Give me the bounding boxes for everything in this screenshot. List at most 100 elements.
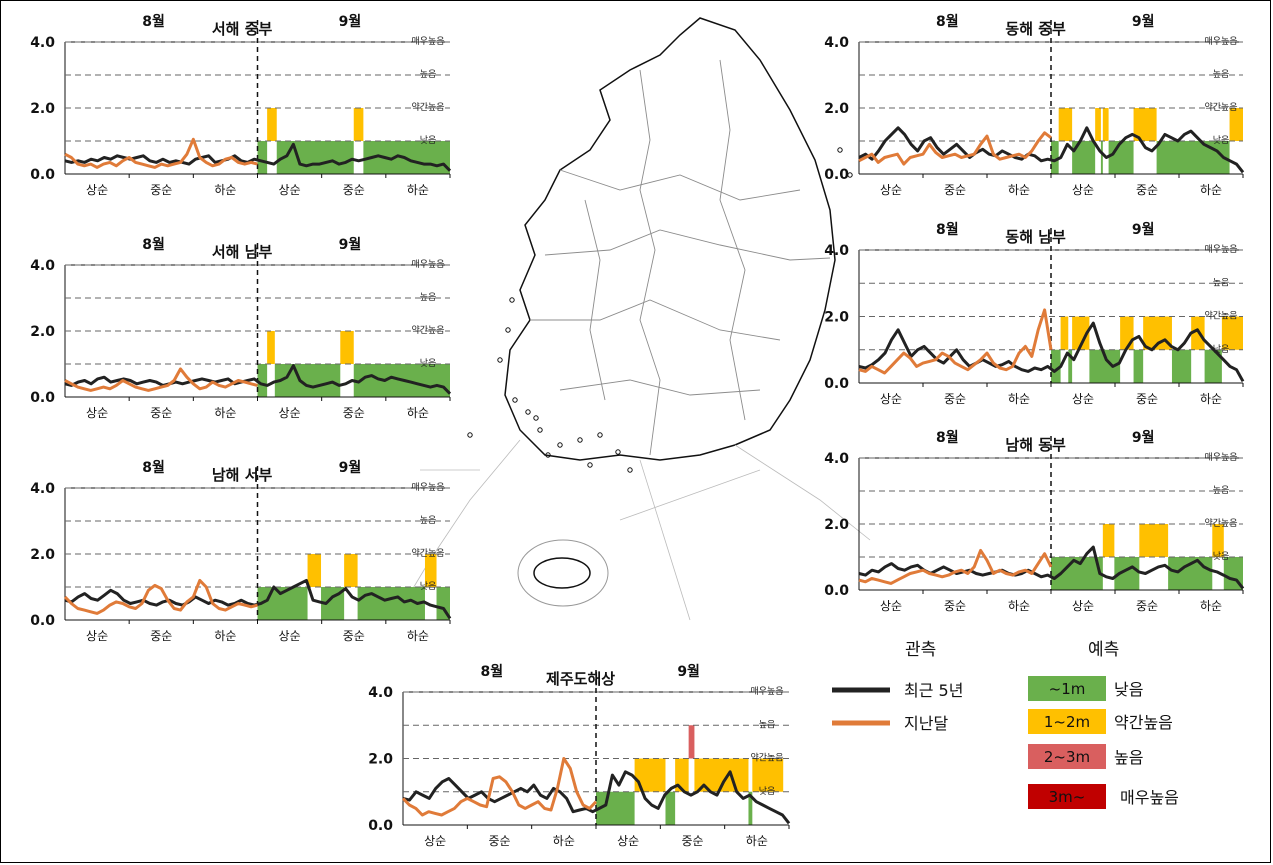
legend-lastmonth-label: 지난달	[904, 714, 948, 733]
legend-recent5y-label: 최근 5년	[904, 681, 963, 700]
period-label: 상순	[880, 183, 902, 197]
legend-very-high-swatch	[1028, 784, 1106, 809]
forecast-bar-high	[688, 725, 695, 759]
period-label: 상순	[1072, 392, 1094, 406]
chart-title: 동해 남부	[1005, 228, 1066, 246]
y-tick-label: 4.0	[824, 35, 849, 51]
period-label: 중순	[944, 392, 966, 406]
forecast-bar-low	[665, 791, 676, 825]
y-tick-label: 0.0	[30, 167, 55, 183]
month-label: 9월	[339, 236, 362, 253]
period-label: 하순	[746, 834, 768, 848]
period-label: 하순	[1008, 183, 1030, 197]
legend-high-box-text: 2~3m	[1044, 748, 1090, 766]
period-label: 중순	[944, 599, 966, 613]
island	[615, 449, 621, 455]
forecast-bar-low	[1133, 349, 1144, 383]
forecast-bar-slightly_high	[1133, 108, 1157, 141]
forecast-bar-slightly_high	[1102, 524, 1115, 557]
level-label: 높음	[1213, 69, 1230, 80]
island	[587, 462, 593, 468]
period-label: 상순	[279, 406, 301, 420]
province-border	[559, 379, 761, 396]
level-label: 약간높음	[411, 324, 444, 336]
period-label: 하순	[553, 834, 575, 848]
month-label: 9월	[677, 663, 700, 680]
chart-title: 서해 중부	[212, 20, 273, 38]
island	[545, 452, 551, 458]
forecast-bar-low	[1204, 349, 1222, 383]
island	[525, 409, 531, 415]
level-label: 매우높음	[411, 36, 444, 47]
forecast-bar-slightly_high	[1102, 108, 1109, 141]
forecast-bar-slightly_high	[675, 758, 689, 792]
period-label: 중순	[343, 629, 365, 643]
y-tick-label: 2.0	[824, 517, 849, 533]
period-label: 상순	[279, 629, 301, 643]
forecast-bar-slightly_high	[424, 554, 437, 587]
legend-low-swatch	[1028, 676, 1106, 701]
legend-high-swatch	[1028, 744, 1106, 769]
month-label: 9월	[1132, 221, 1155, 238]
y-tick-label: 4.0	[824, 243, 849, 259]
chart-title: 제주도해상	[546, 670, 615, 688]
level-label: 낮음	[1213, 551, 1230, 562]
island	[467, 432, 473, 438]
forecast-bar-slightly_high	[1221, 316, 1243, 350]
island	[837, 147, 843, 153]
forecast-bar-low	[357, 587, 425, 620]
level-label: 매우높음	[750, 686, 783, 697]
province-border	[584, 199, 606, 401]
y-tick-label: 2.0	[824, 101, 849, 117]
forecast-bar-low	[1068, 349, 1073, 383]
legend-observed-title: 관측	[905, 640, 936, 660]
period-label: 하순	[407, 406, 429, 420]
legend-very-high-label: 매우높음	[1120, 788, 1179, 807]
period-label: 중순	[488, 834, 510, 848]
legend-very-high-box-text: 3m~	[1049, 788, 1086, 806]
series-lastmonth	[63, 578, 258, 615]
forecast-bar-low	[1108, 141, 1134, 174]
month-label: 8월	[142, 236, 165, 253]
period-label: 상순	[1072, 599, 1094, 613]
period-label: 하순	[1200, 183, 1222, 197]
forecast-bar-low	[1168, 557, 1213, 590]
forecast-bar-slightly_high	[353, 108, 364, 141]
y-tick-label: 0.0	[368, 818, 393, 834]
period-label: 하순	[1200, 392, 1222, 406]
level-label: 높음	[420, 292, 437, 303]
chart-title: 남해 동부	[1005, 436, 1066, 454]
forecast-bar-low	[1156, 141, 1230, 174]
level-label: 매우높음	[411, 259, 444, 270]
legend-low-label: 낮음	[1114, 680, 1143, 699]
korea-coastline	[504, 17, 836, 461]
period-label: 중순	[343, 183, 365, 197]
y-tick-label: 2.0	[30, 324, 55, 340]
level-label: 약간높음	[411, 101, 444, 113]
month-label: 8월	[936, 429, 959, 446]
period-label: 중순	[150, 629, 172, 643]
korea-map	[399, 17, 871, 621]
period-label: 상순	[279, 183, 301, 197]
forecast-bar-slightly_high	[267, 331, 275, 364]
island	[577, 437, 583, 443]
y-tick-label: 2.0	[368, 752, 393, 768]
series-lastmonth	[858, 308, 1053, 375]
island	[505, 327, 511, 333]
series-recent5y	[858, 126, 1245, 174]
sea-zone-border	[734, 444, 871, 541]
period-label: 하순	[214, 629, 236, 643]
level-label: 낮음	[1213, 135, 1230, 146]
legend-slightly-high-swatch	[1028, 709, 1106, 734]
legend-slightly-high-label: 약간높음	[1114, 713, 1173, 732]
forecast-bar-slightly_high	[1072, 316, 1090, 350]
forecast-bar-low	[257, 364, 268, 397]
month-label: 9월	[1132, 13, 1155, 30]
level-label: 매우높음	[411, 482, 444, 493]
level-label: 높음	[1213, 485, 1230, 496]
legend-low-box-text: ~1m	[1049, 680, 1086, 698]
period-label: 하순	[407, 183, 429, 197]
legend-forecast-title: 예측	[1088, 640, 1119, 660]
